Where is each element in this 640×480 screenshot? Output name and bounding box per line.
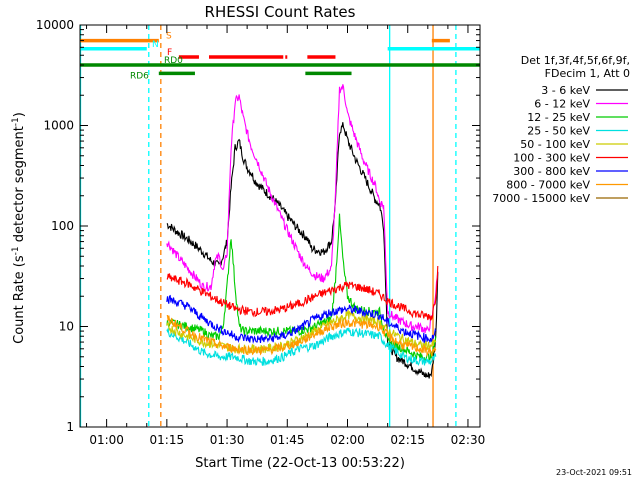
x-axis-label: Start Time (22-Oct-13 00:53:22) [195, 456, 405, 471]
status-bar-label: N [152, 40, 159, 50]
y-axis-label-exponent: -1 [11, 246, 21, 255]
y-tick-label: 1000 [43, 119, 74, 133]
y-axis-label-part: Count Rate (s [12, 255, 27, 344]
legend-entry-label: 6 - 12 keV [534, 98, 590, 111]
legend-entry-label: 3 - 6 keV [541, 84, 590, 97]
legend-entry-label: 50 - 100 keV [520, 138, 590, 151]
legend-entry-label: 7000 - 15000 keV [492, 192, 590, 205]
series-line [166, 122, 439, 379]
axes: 1 10 100 1000 10000 01:00 01:15 01:30 01:45 02:00… [36, 18, 485, 447]
status-bar-label: RD6 [130, 71, 149, 81]
series-line [166, 314, 437, 358]
legend-entry-label: 800 - 7000 keV [506, 179, 590, 192]
x-tick-label: 01:15 [150, 433, 185, 447]
y-axis-label-exponent: -1 [11, 117, 21, 126]
status-bar-label: S [166, 32, 172, 42]
render-timestamp: 23-Oct-2021 09:51 [556, 468, 632, 477]
series-line [166, 213, 437, 363]
y-tick-label: 100 [51, 219, 74, 233]
y-axis-label-part: detector segment [12, 126, 27, 246]
legend-entry-label: 100 - 300 keV [513, 152, 590, 165]
x-tick-label: 01:30 [210, 433, 245, 447]
series-line [166, 327, 437, 366]
y-axis-label-part: ) [12, 112, 27, 117]
y-tick-label: 10 [59, 320, 74, 334]
y-tick-label: 10000 [36, 18, 74, 32]
legend-entry-label: 300 - 800 keV [513, 165, 590, 178]
chart-title: RHESSI Count Rates [205, 3, 356, 21]
status-bar-label: RD0 [164, 56, 183, 66]
x-tick-label: 01:00 [89, 433, 124, 447]
x-tick-label: 02:00 [330, 433, 365, 447]
series-line [166, 294, 437, 344]
legend-title-line: FDecim 1, Att 0 [545, 67, 630, 80]
y-axis-label: Count Rate (s-1 detector segment-1) [11, 112, 27, 344]
plot-content [80, 25, 480, 427]
series-line [166, 265, 439, 321]
legend: Det 1f,3f,4f,5f,6f,9f, FDecim 1, Att 0 3… [492, 54, 630, 205]
status-bar-label: F [167, 48, 172, 58]
y-tick-label: 1 [66, 420, 74, 434]
legend-title-line: Det 1f,3f,4f,5f,6f,9f, [521, 54, 630, 67]
legend-entry-label: 25 - 50 keV [527, 125, 590, 138]
x-tick-label: 02:15 [390, 433, 425, 447]
legend-entry-label: 12 - 25 keV [527, 111, 590, 124]
series-line [166, 84, 439, 334]
x-tick-label: 02:30 [451, 433, 486, 447]
x-tick-label: 01:45 [270, 433, 305, 447]
